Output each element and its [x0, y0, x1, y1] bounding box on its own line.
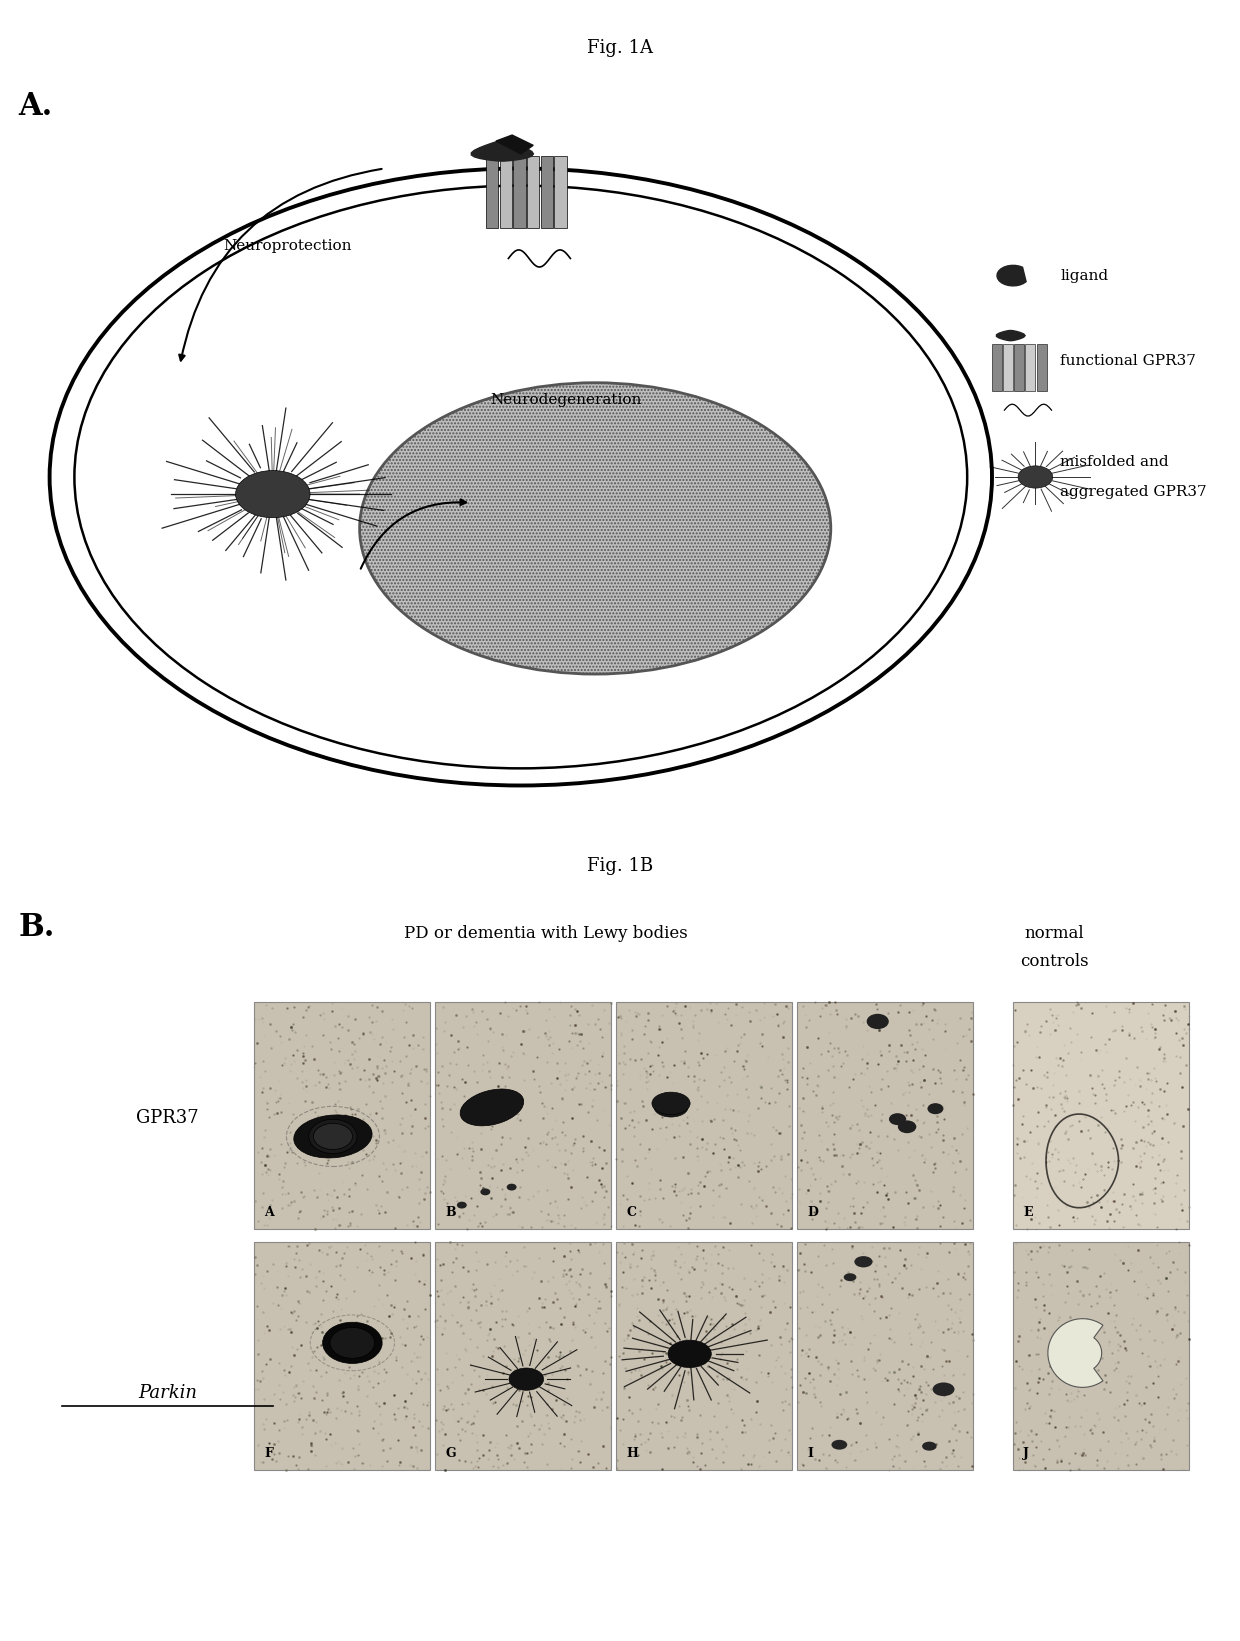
Ellipse shape [507, 1183, 517, 1190]
Polygon shape [1048, 1319, 1102, 1387]
Bar [616, 1242, 792, 1470]
Ellipse shape [74, 185, 967, 768]
Text: GPR37: GPR37 [136, 1109, 198, 1127]
Ellipse shape [668, 1341, 712, 1367]
Text: ligand: ligand [1060, 269, 1109, 282]
Text: I: I [807, 1447, 813, 1459]
Bar [435, 1242, 611, 1470]
Ellipse shape [460, 1090, 523, 1126]
Ellipse shape [854, 1255, 873, 1267]
Bar [1014, 345, 1024, 391]
Ellipse shape [1018, 466, 1053, 487]
Ellipse shape [236, 471, 310, 517]
Ellipse shape [889, 1113, 906, 1126]
Bar [797, 1242, 973, 1470]
Text: B.: B. [19, 911, 55, 942]
Bar [486, 156, 498, 228]
Ellipse shape [932, 1382, 955, 1396]
Bar [513, 156, 526, 228]
Polygon shape [997, 330, 1025, 341]
Bar [1003, 345, 1013, 391]
Polygon shape [997, 266, 1027, 286]
Ellipse shape [322, 1323, 382, 1364]
Bar [541, 156, 553, 228]
Text: Fig. 1A: Fig. 1A [587, 39, 653, 56]
Bar [500, 156, 512, 228]
Bar [1013, 1242, 1189, 1470]
Text: aggregated GPR37: aggregated GPR37 [1060, 486, 1207, 499]
Bar [1025, 345, 1035, 391]
Ellipse shape [923, 1442, 936, 1451]
Text: E: E [1023, 1206, 1033, 1219]
Bar [527, 156, 539, 228]
Text: G: G [445, 1447, 456, 1459]
Text: controls: controls [1019, 953, 1089, 970]
Text: B: B [445, 1206, 456, 1219]
Bar [254, 1001, 430, 1229]
Ellipse shape [309, 1119, 357, 1154]
Bar [254, 1242, 430, 1470]
Ellipse shape [456, 1201, 466, 1208]
Text: J: J [1023, 1447, 1029, 1459]
Text: Neuroprotection: Neuroprotection [223, 238, 352, 253]
Bar [992, 345, 1002, 391]
Bar [616, 1001, 792, 1229]
Ellipse shape [832, 1439, 847, 1449]
Text: C: C [626, 1206, 636, 1219]
Text: Fig. 1B: Fig. 1B [587, 857, 653, 875]
Ellipse shape [867, 1014, 889, 1029]
Text: PD or dementia with Lewy bodies: PD or dementia with Lewy bodies [404, 924, 687, 942]
Ellipse shape [898, 1121, 916, 1134]
Ellipse shape [508, 1369, 543, 1390]
Bar [1037, 345, 1047, 391]
Bar [797, 1001, 973, 1229]
Text: H: H [626, 1447, 639, 1459]
Text: Neurodegeneration: Neurodegeneration [490, 392, 641, 407]
Text: A.: A. [19, 92, 53, 123]
Ellipse shape [653, 1096, 688, 1118]
Bar [554, 156, 567, 228]
Ellipse shape [480, 1188, 490, 1195]
Ellipse shape [360, 382, 831, 674]
Ellipse shape [294, 1114, 372, 1159]
Ellipse shape [928, 1103, 944, 1114]
Polygon shape [471, 141, 533, 161]
Ellipse shape [330, 1328, 374, 1359]
Bar [435, 1001, 611, 1229]
Text: misfolded and: misfolded and [1060, 455, 1169, 469]
Text: normal: normal [1024, 924, 1084, 942]
Text: functional GPR37: functional GPR37 [1060, 354, 1197, 368]
Ellipse shape [843, 1273, 857, 1282]
Text: A: A [264, 1206, 274, 1219]
Ellipse shape [652, 1093, 691, 1114]
Ellipse shape [314, 1124, 352, 1149]
Text: Parkin: Parkin [138, 1383, 197, 1401]
Text: D: D [807, 1206, 818, 1219]
Bar [1013, 1001, 1189, 1229]
Text: F: F [264, 1447, 273, 1459]
Polygon shape [496, 135, 533, 154]
